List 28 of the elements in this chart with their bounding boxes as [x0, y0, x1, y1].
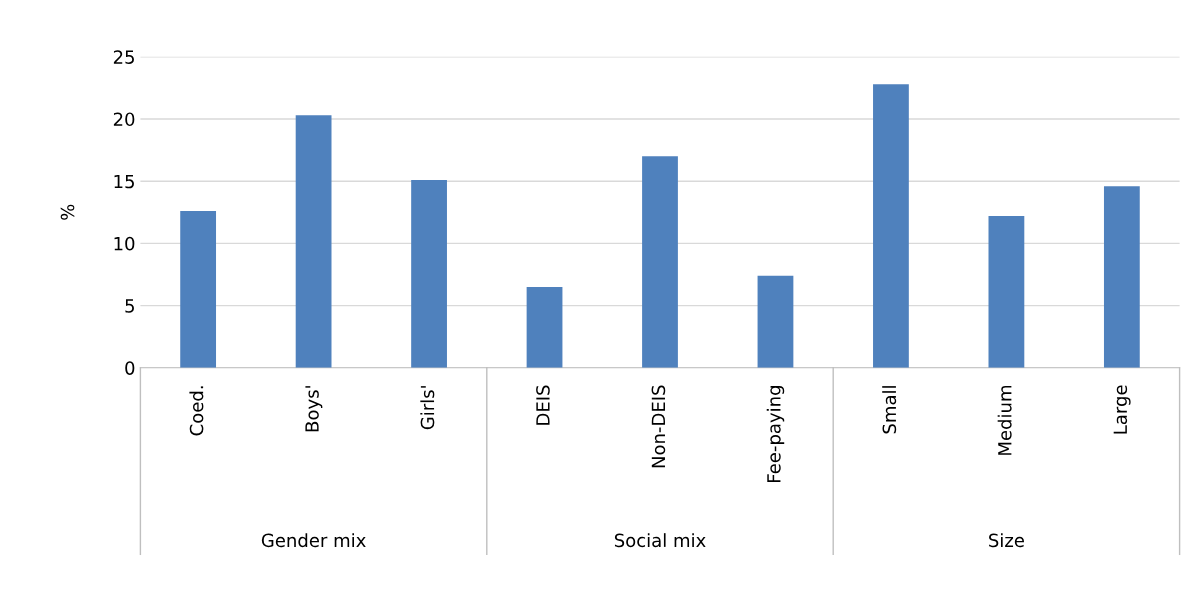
y-tick-label: 25: [113, 50, 134, 64]
bar: [411, 179, 447, 368]
y-tick-label: 0: [125, 361, 135, 375]
bar: [873, 84, 909, 368]
x-tick-label: Non-DEIS: [651, 385, 666, 468]
y-tick-label: 20: [113, 112, 135, 127]
bar: [988, 216, 1025, 368]
y-axis-title: %: [60, 204, 75, 220]
x-tick-label: Large: [1113, 385, 1131, 434]
x-tick-label: Coed.: [189, 386, 204, 436]
bar: [180, 211, 217, 368]
text: Size: [989, 533, 1024, 548]
y-tick-label: 15: [114, 174, 134, 189]
text: Social mix: [614, 533, 706, 548]
bar: [295, 115, 332, 368]
bar: [526, 286, 563, 368]
text: Gender mix: [261, 533, 366, 548]
x-tick-label: Small: [882, 386, 897, 434]
x-tick-label: DEIS: [536, 385, 550, 425]
bar: [1103, 186, 1140, 368]
bar: [642, 156, 678, 368]
x-tick-label: Boys': [305, 386, 323, 432]
bar: [757, 275, 794, 368]
y-tick-label: 10: [114, 236, 135, 251]
x-tick-label: Girls': [420, 386, 435, 430]
y-tick-label: 5: [125, 299, 134, 313]
x-tick-label: Fee-paying: [766, 386, 785, 482]
x-tick-label: Medium: [997, 385, 1012, 455]
